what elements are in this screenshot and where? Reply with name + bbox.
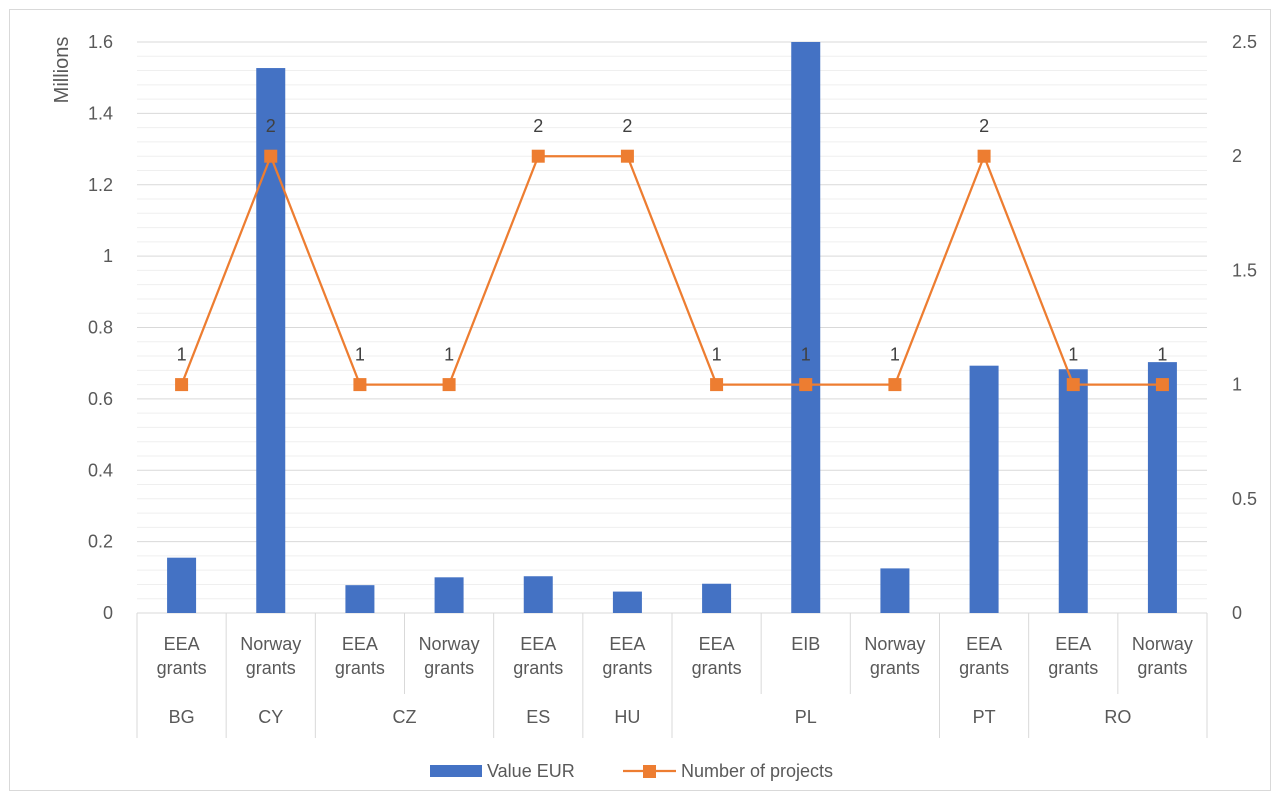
bar xyxy=(1147,362,1177,613)
right-axis: 0 0.5 1 1.5 2 2.5 xyxy=(1232,32,1257,623)
line-marker xyxy=(710,378,724,392)
data-label: 2 xyxy=(266,116,276,136)
line-series-number-of-projects: 1 2 1 1 2 2 1 1 1 2 1 1 xyxy=(175,116,1169,392)
category-label: grants xyxy=(692,658,742,678)
bar xyxy=(1058,369,1088,613)
category-label: grants xyxy=(959,658,1009,678)
group-label: CY xyxy=(258,707,283,727)
data-label: 1 xyxy=(444,345,454,365)
bar xyxy=(880,568,910,613)
group-label: RO xyxy=(1104,707,1131,727)
data-label: 2 xyxy=(622,116,632,136)
y2-tick-label: 0 xyxy=(1232,603,1242,623)
line-marker xyxy=(977,149,991,163)
gridlines xyxy=(137,41,1207,614)
group-label: BG xyxy=(169,707,195,727)
legend: Value EUR Number of projects xyxy=(430,761,833,781)
y-tick-label: 0.8 xyxy=(88,318,113,338)
line-marker xyxy=(353,378,367,392)
series-line xyxy=(180,153,1163,386)
y-tick-label: 0 xyxy=(103,603,113,623)
category-label: grants xyxy=(1048,658,1098,678)
bar xyxy=(702,583,732,613)
category-label: grants xyxy=(157,658,207,678)
line-marker xyxy=(1066,378,1080,392)
category-label: EEA xyxy=(966,634,1002,654)
line-marker xyxy=(620,149,634,163)
category-label: Norway xyxy=(1132,634,1193,654)
line-marker xyxy=(175,378,189,392)
left-axis: 0 0.2 0.4 0.6 0.8 1 1.2 1.4 1.6 xyxy=(88,32,113,623)
bar xyxy=(969,365,999,613)
data-label: 1 xyxy=(890,345,900,365)
category-label: EEA xyxy=(520,634,556,654)
category-label: grants xyxy=(246,658,296,678)
line-marker xyxy=(442,378,456,392)
category-label: EEA xyxy=(699,634,735,654)
y-tick-label: 0.4 xyxy=(88,460,113,480)
line-marker xyxy=(1155,378,1169,392)
group-label: PT xyxy=(973,707,996,727)
y2-tick-label: 2.5 xyxy=(1232,32,1257,52)
line-marker xyxy=(531,149,545,163)
category-label: Norway xyxy=(240,634,301,654)
line-marker xyxy=(888,378,902,392)
data-label: 2 xyxy=(533,116,543,136)
group-label: HU xyxy=(614,707,640,727)
data-label: 1 xyxy=(355,345,365,365)
category-label: grants xyxy=(424,658,474,678)
y-tick-label: 0.2 xyxy=(88,532,113,552)
category-label: EEA xyxy=(164,634,200,654)
category-label: grants xyxy=(335,658,385,678)
legend-swatch-marker xyxy=(643,765,656,778)
line-marker xyxy=(264,149,278,163)
bar xyxy=(167,557,197,613)
group-label: CZ xyxy=(393,707,417,727)
data-label: 1 xyxy=(801,345,811,365)
category-label: grants xyxy=(870,658,920,678)
left-axis-title: Millions xyxy=(51,37,73,104)
bar xyxy=(612,591,642,613)
data-label: 1 xyxy=(712,345,722,365)
data-label: 2 xyxy=(979,116,989,136)
y-tick-label: 1.4 xyxy=(88,103,113,123)
y2-tick-label: 1 xyxy=(1232,375,1242,395)
legend-label-value-eur: Value EUR xyxy=(487,761,575,781)
line-marker xyxy=(799,378,813,392)
data-label: 1 xyxy=(1157,345,1167,365)
legend-label-number-of-projects: Number of projects xyxy=(681,761,833,781)
y-tick-label: 1.2 xyxy=(88,175,113,195)
category-axis: EEA grants Norway grants EEA grants Norway gran… xyxy=(136,613,1208,738)
y-tick-label: 0.6 xyxy=(88,389,113,409)
bar xyxy=(791,42,821,613)
legend-swatch-value-eur xyxy=(430,765,482,777)
data-label: 1 xyxy=(177,345,187,365)
y2-tick-label: 0.5 xyxy=(1232,489,1257,509)
bar xyxy=(345,585,375,613)
category-label: grants xyxy=(1137,658,1187,678)
data-label: 1 xyxy=(1068,345,1078,365)
category-label: Norway xyxy=(864,634,925,654)
category-label: grants xyxy=(602,658,652,678)
category-label: EEA xyxy=(1055,634,1091,654)
y-tick-label: 1 xyxy=(103,246,113,266)
category-label: grants xyxy=(513,658,563,678)
category-label: Norway xyxy=(419,634,480,654)
bar xyxy=(523,576,553,613)
group-label: ES xyxy=(526,707,550,727)
category-label: EIB xyxy=(791,634,820,654)
y2-tick-label: 1.5 xyxy=(1232,260,1257,280)
y-tick-label: 1.6 xyxy=(88,32,113,52)
category-label: EEA xyxy=(609,634,645,654)
group-label: PL xyxy=(795,707,817,727)
bar xyxy=(434,577,464,613)
y2-tick-label: 2 xyxy=(1232,146,1242,166)
category-label: EEA xyxy=(342,634,378,654)
